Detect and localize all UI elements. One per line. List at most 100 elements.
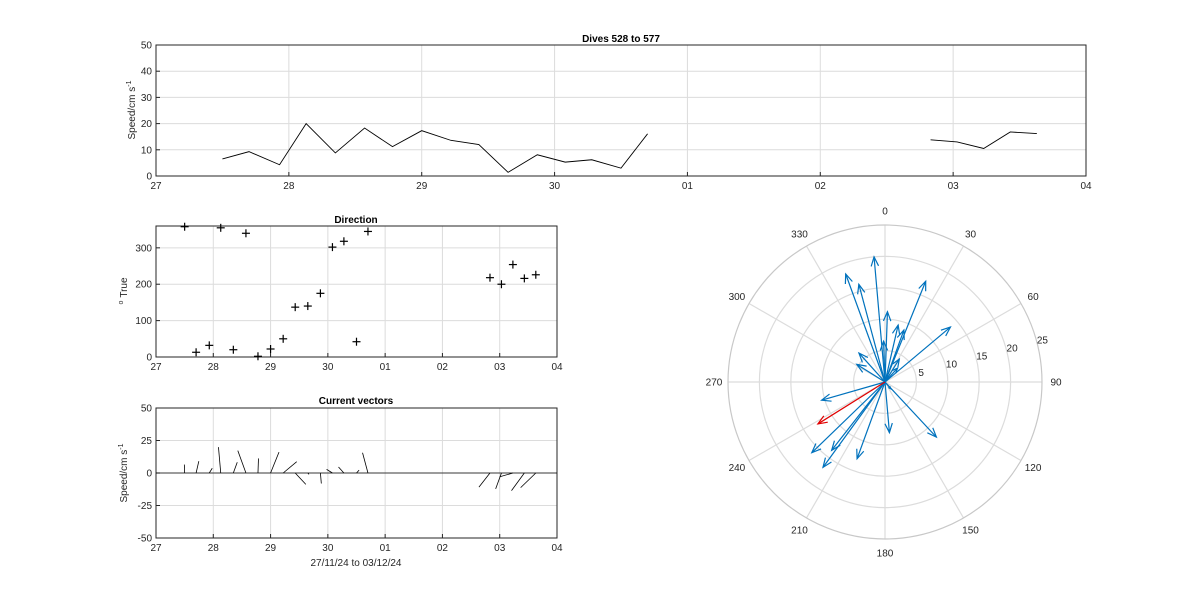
compass-angle-label: 180 [877,549,894,560]
compass-vector-shaft [873,256,886,383]
speed-series-line [930,131,1037,149]
compass-vector-shaft [811,381,886,454]
compass-angle-label: 210 [791,526,808,537]
vectors-x-tick-label: 04 [551,543,563,554]
direction-y-axis-label-text: True [119,277,130,298]
direction-axes-box [155,225,558,358]
direction-y-tick-label: 200 [135,280,152,291]
compass-vector-shaft [856,363,886,383]
compass-vector-head [857,282,866,295]
direction-y-tick-label: 300 [135,243,152,254]
current-vector-stick [520,472,537,488]
vectors-y-tick-label: 50 [141,404,153,415]
current-vector-stick [195,461,200,474]
compass-vector [857,282,886,383]
direction-point-marker [508,260,517,269]
speed-x-tick-label: 01 [682,181,694,192]
compass-ring [790,287,980,477]
compass-angle-label: 30 [965,229,977,240]
direction-y-tick-label: 0 [146,353,152,364]
current-vector-stick [218,447,222,474]
compass-angle-label: 300 [729,292,746,303]
speed-y-tick-label: 0 [146,172,152,183]
vectors-x-tick-label: 30 [322,543,334,554]
direction-point-marker [303,302,312,311]
direction-point-marker [291,303,300,312]
direction-panel: Direction 27 28 29 30 01 02 03 04 0 100 200 300 o Tru… [118,215,563,373]
direction-x-tick-label: 04 [551,362,563,373]
speed-y-tick-label: 20 [141,119,153,130]
compass-vector-head [857,351,869,363]
direction-x-tick-label: 02 [437,362,449,373]
compass-vector [882,310,892,383]
vectors-y-axis-label-text: Speed/cm s [119,450,130,503]
compass-vector-shaft [822,381,886,468]
direction-point-marker [266,344,275,353]
vectors-x-tick-label: 28 [208,543,220,554]
direction-point-marker [241,229,250,238]
vectors-x-tick-label: 29 [265,543,277,554]
compass-mean-vector-shaft [817,381,886,425]
compass-panel: 0 30 60 90 120 150 180 210 240 270 300 330 5 10 15 20 25 [706,207,1062,560]
compass-vector [884,381,893,435]
direction-point-marker [216,223,225,232]
compass-vector [884,279,927,383]
direction-x-tick-label: 01 [380,362,392,373]
compass-vector [870,255,886,383]
compass-vector-shaft [884,358,900,383]
compass-angle-label: 120 [1025,463,1042,474]
direction-point-marker [229,345,238,354]
direction-point-marker [339,237,348,246]
current-vector-stick [320,472,322,484]
compass-vector-shaft [884,281,927,383]
compass-vector [822,381,886,469]
direction-x-tick-label: 27 [150,362,162,373]
compass-vector [856,381,886,461]
vectors-y-tick-label: 25 [141,436,153,447]
compass-spoke [748,302,886,383]
direction-point-marker [352,337,361,346]
vectors-y-tick-label: -25 [138,501,153,512]
compass-angle-label: 0 [882,207,888,218]
compass-vector-head [896,328,905,341]
speed-axes-box [155,44,1087,177]
current-vector-stick [338,466,345,474]
compass-vector-head [891,323,901,336]
speed-y-axis-label-text: Speed/cm s [127,87,138,140]
compass-vector-head [844,272,853,285]
compass-vector-shaft [884,381,891,433]
compass-vector [855,363,886,383]
vectors-x-tick-label: 01 [380,543,392,554]
direction-y-axis-label-prefix: o [118,301,125,305]
direction-y-axis-label: o True [118,277,130,305]
compass-spoke [884,302,1022,383]
current-vector-stick [232,462,238,474]
direction-point-marker [192,348,201,357]
compass-spoke [748,381,886,462]
compass-spoke [805,245,886,383]
compass-radial-label: 15 [976,352,988,363]
compass-ring [821,318,949,446]
compass-vector-head [892,366,899,374]
speed-panel: Dives 528 to 577 27 28 29 30 01 02 03 040102030… [126,34,1092,192]
speed-x-tick-label: 29 [416,181,428,192]
compass-radial-label: 10 [946,360,958,371]
current-vector-stick [326,469,333,474]
compass-vector [884,323,901,383]
compass-radial-label: 25 [1037,335,1049,346]
compass-vector-head [820,393,832,402]
direction-y-tick-label: 100 [135,316,152,327]
direction-point-marker [316,289,325,298]
compass-angle-label: 60 [1028,292,1040,303]
speed-series-line [222,122,648,173]
compass-vector-shaft [884,381,937,438]
compass-vector-head [855,363,867,373]
vectors-y-tick-label: 0 [146,469,152,480]
direction-point-marker [180,222,189,231]
compass-vector-shaft [821,381,886,401]
current-vector-stick [362,452,369,474]
current-vector-stick [356,469,360,474]
compass-angle-label: 330 [791,229,808,240]
compass-radial-label: 20 [1007,343,1019,354]
